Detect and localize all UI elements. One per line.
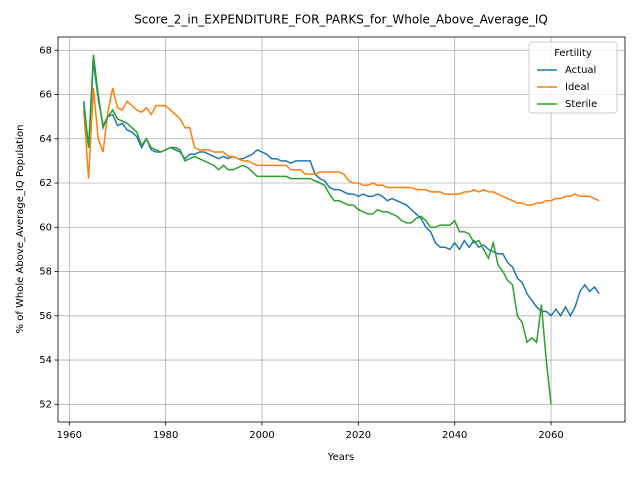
x-tick-label: 2040	[442, 430, 467, 441]
line-series	[83, 61, 600, 318]
y-tick-label: 54	[39, 355, 52, 366]
y-tick-label: 62	[39, 178, 52, 189]
y-tick-label: 56	[39, 311, 52, 322]
y-tick-label: 68	[39, 45, 52, 56]
x-axis-label: Years	[327, 452, 354, 463]
line-series	[83, 87, 600, 206]
x-tick-label: 1960	[57, 430, 82, 441]
legend: Fertility Actual Ideal Sterile	[528, 41, 618, 114]
x-tick-label: 2020	[346, 430, 371, 441]
legend-label: Sterile	[565, 99, 597, 110]
legend-label: Ideal	[565, 82, 589, 93]
legend-box	[528, 41, 618, 114]
x-tick-label: 2000	[249, 430, 274, 441]
plot-frame	[57, 36, 626, 423]
legend-label: Actual	[565, 65, 596, 76]
y-tick-label: 58	[39, 267, 52, 278]
y-tick-label: 64	[39, 134, 52, 145]
y-tick-label: 60	[39, 222, 52, 233]
line-series	[83, 54, 552, 405]
x-tick-label: 1980	[153, 430, 178, 441]
chart-title: Score_2_in_EXPENDITURE_FOR_PARKS_for_Who…	[134, 13, 548, 27]
y-tick-label: 66	[39, 90, 52, 101]
legend-title: Fertility	[554, 48, 592, 59]
y-tick-label: 52	[39, 399, 52, 410]
x-tick-label: 2060	[538, 430, 563, 441]
y-axis-label: % of Whole Above_Average_IQ Population	[15, 125, 26, 334]
